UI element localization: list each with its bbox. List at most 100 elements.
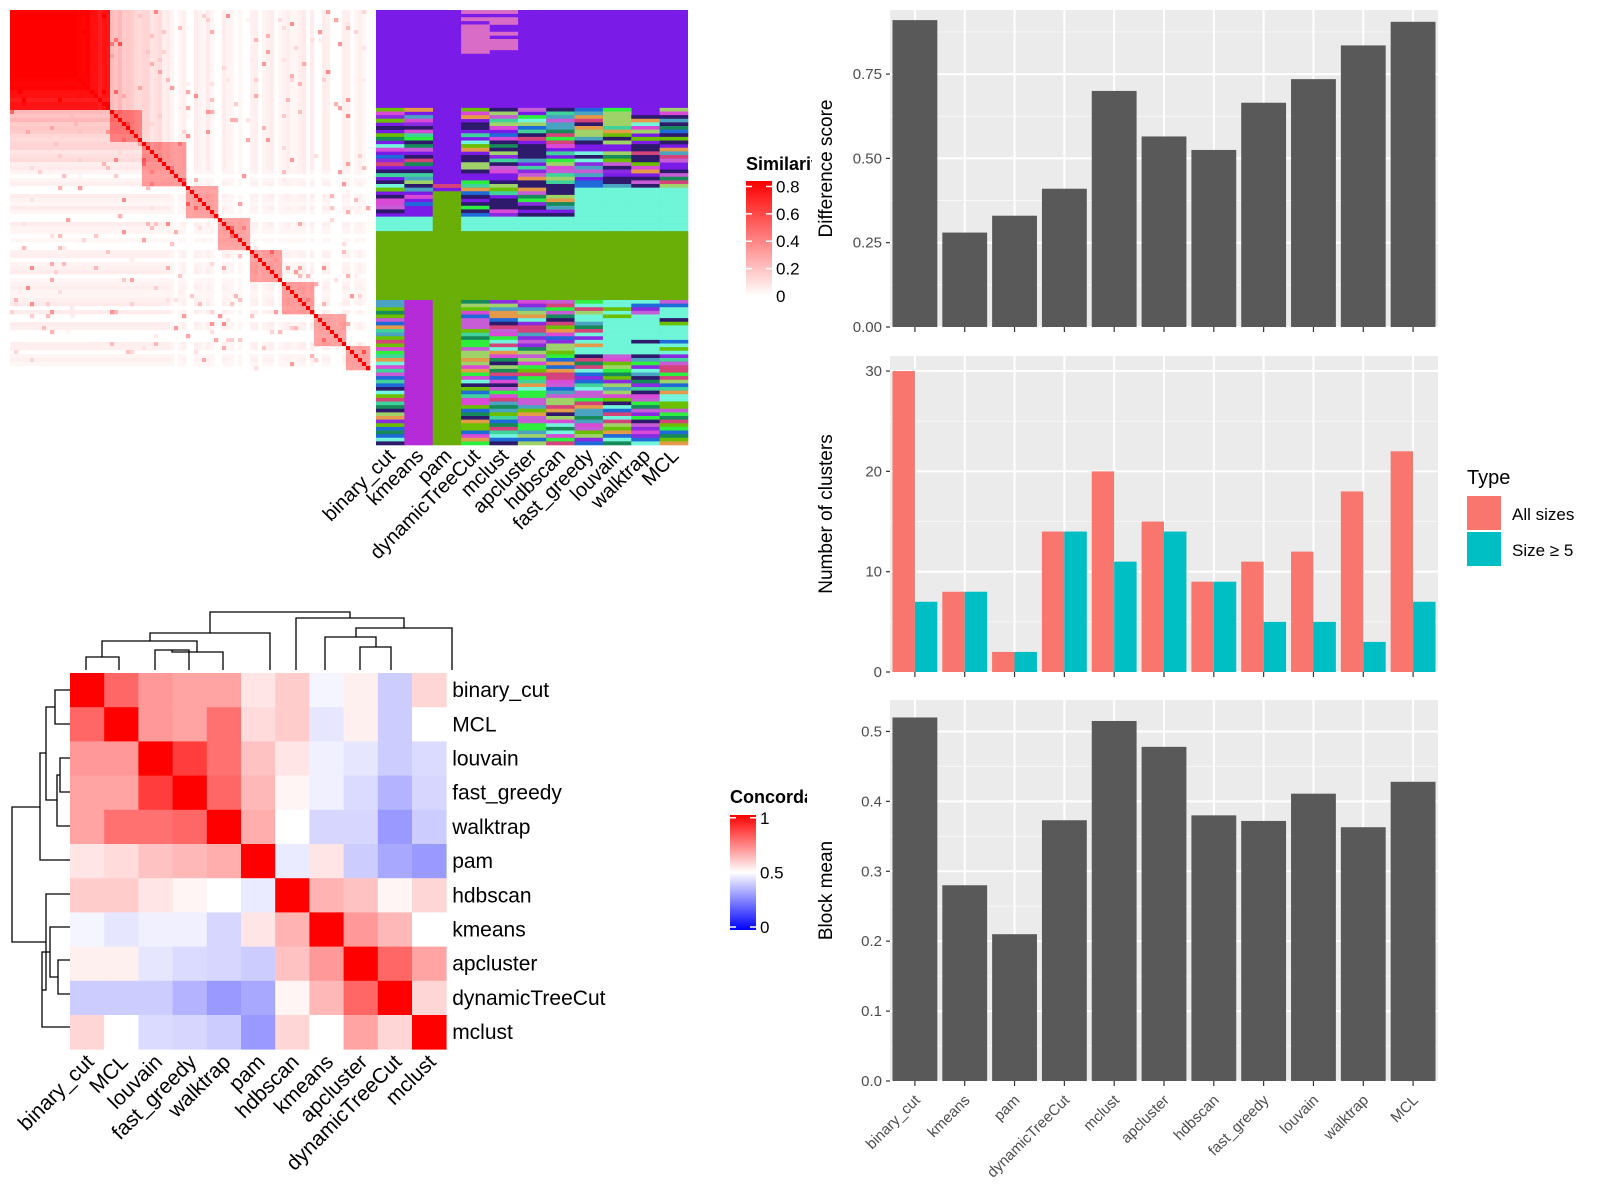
concordance-row-label-dynamicTreeCut: dynamicTreeCut xyxy=(452,987,605,1010)
bar-MCL xyxy=(1390,781,1436,1081)
bar-pam xyxy=(992,934,1037,1081)
concordance-cell xyxy=(377,980,413,1016)
concordance-cell xyxy=(206,878,242,913)
x-tick-label-kmeans: kmeans xyxy=(924,1092,973,1141)
concordance-cell xyxy=(343,878,379,913)
x-tick-label-MCL: MCL xyxy=(1388,1092,1422,1126)
y-axis-label: Block mean xyxy=(816,841,837,940)
similarity-legend-tick: 0.6 xyxy=(776,205,800,224)
concordance-row-label-mclust: mclust xyxy=(452,1021,513,1044)
similarity-legend: Similarity 0 0.2 0.4 0.6 0.8 xyxy=(746,154,827,306)
concordance-cell xyxy=(275,844,310,879)
concordance-cell xyxy=(377,775,413,811)
concordance-cell xyxy=(377,1015,413,1050)
concordance-cell xyxy=(309,741,344,776)
bar-kmeans-size-ge-5 xyxy=(964,591,988,672)
concordance-cell xyxy=(343,912,379,947)
concordance-cell xyxy=(309,912,344,947)
y-tick-label: 0.2 xyxy=(861,933,882,950)
concordance-cell xyxy=(241,707,276,742)
concordance-cell xyxy=(412,946,447,982)
concordance-cell xyxy=(206,741,242,776)
concordance-cell xyxy=(275,1015,310,1050)
similarity-legend-title: Similarity xyxy=(746,154,827,174)
concordance-cell xyxy=(138,741,173,776)
x-tick-label-walktrap: walktrap xyxy=(1320,1092,1372,1144)
bar-MCL-size-ge-5 xyxy=(1413,601,1436,672)
concordance-column-labels: binary_cutMCLlouvainfast_greedywalktrapp… xyxy=(14,1050,441,1175)
bar-fast_greedy-size-ge-5 xyxy=(1263,621,1287,672)
y-tick-label: 10 xyxy=(865,564,882,581)
concordance-cell xyxy=(309,980,344,1016)
y-tick-label: 30 xyxy=(865,363,882,380)
concordance-cell xyxy=(377,912,413,947)
x-tick-label-mclust: mclust xyxy=(1080,1091,1123,1134)
concordance-cell xyxy=(343,775,379,811)
concordance-cell xyxy=(309,844,344,879)
bar-walktrap-all-sizes xyxy=(1340,491,1364,672)
block-mean-chart: 0.0 0.1 0.2 0.3 0.4 0.5 Block mean xyxy=(816,700,1438,1090)
concordance-row-label-walktrap: walktrap xyxy=(451,816,530,839)
concordance-cell xyxy=(138,673,173,708)
concordance-cell xyxy=(309,1015,344,1050)
bar-kmeans-all-sizes xyxy=(942,591,965,672)
bar-dynamicTreeCut xyxy=(1041,188,1087,327)
concordance-cell xyxy=(309,775,344,811)
concordance-cell xyxy=(275,912,310,947)
similarity-legend-tick: 0.8 xyxy=(776,177,800,196)
concordance-cell xyxy=(275,775,310,811)
concordance-cell xyxy=(241,844,276,879)
concordance-cell xyxy=(241,741,276,776)
concordance-cell xyxy=(377,673,413,708)
bar-binary_cut xyxy=(892,717,938,1081)
concordance-cell xyxy=(275,673,310,708)
concordance-heatmap xyxy=(70,673,447,1050)
concordance-cell xyxy=(309,809,344,845)
bar-louvain-all-sizes xyxy=(1291,551,1314,672)
concordance-cell xyxy=(104,980,139,1016)
concordance-cell xyxy=(206,912,242,947)
concordance-cell xyxy=(172,775,208,811)
concordance-cell xyxy=(412,741,447,776)
bar-apcluster-all-sizes xyxy=(1141,521,1164,672)
concordance-row-label-kmeans: kmeans xyxy=(452,919,526,942)
concordance-cell xyxy=(206,775,242,811)
concordance-cell xyxy=(70,741,105,776)
concordance-cell xyxy=(138,707,173,742)
concordance-cell xyxy=(241,912,276,947)
number-of-clusters-chart: 0 10 20 30 Number of clusters xyxy=(816,356,1438,681)
concordance-cell xyxy=(172,741,208,776)
concordance-cell xyxy=(241,775,276,811)
concordance-legend-title: Concordance xyxy=(730,787,845,807)
bar-pam-size-ge-5 xyxy=(1014,651,1037,672)
concordance-cell xyxy=(206,1015,242,1050)
bar-hdbscan xyxy=(1191,815,1237,1081)
x-tick-label-apcluster: apcluster xyxy=(1118,1092,1173,1147)
concordance-panel: binary_cut MCL louvain fast_greedy walktrap p… xyxy=(11,611,845,1175)
concordance-cell xyxy=(138,912,173,947)
concordance-cell xyxy=(275,946,310,982)
concordance-cell xyxy=(343,946,379,982)
bar-kmeans xyxy=(942,885,988,1081)
concordance-cell xyxy=(172,844,208,879)
concordance-cell xyxy=(412,844,447,879)
concordance-dendrograms xyxy=(11,611,453,1028)
concordance-cell xyxy=(241,809,276,845)
bar-hdbscan xyxy=(1191,149,1237,327)
similarity-column-labels: binary_cutkmeanspamdynamicTreeCutmclusta… xyxy=(319,445,683,564)
bar-MCL xyxy=(1390,21,1436,327)
concordance-cell xyxy=(377,844,413,879)
concordance-cell xyxy=(412,1015,447,1050)
bar-MCL-all-sizes xyxy=(1390,451,1414,672)
concordance-cell xyxy=(104,809,139,845)
concordance-cell xyxy=(70,673,105,708)
concordance-cell xyxy=(343,1015,379,1050)
bar-louvain xyxy=(1291,79,1336,327)
similarity-panel: binary_cutkmeanspamdynamicTreeCutmclusta… xyxy=(10,10,827,564)
concordance-cell xyxy=(412,809,447,845)
bar-binary_cut-size-ge-5 xyxy=(914,601,938,672)
concordance-cell xyxy=(104,844,139,879)
concordance-cell xyxy=(104,946,139,982)
concordance-cell xyxy=(104,878,139,913)
